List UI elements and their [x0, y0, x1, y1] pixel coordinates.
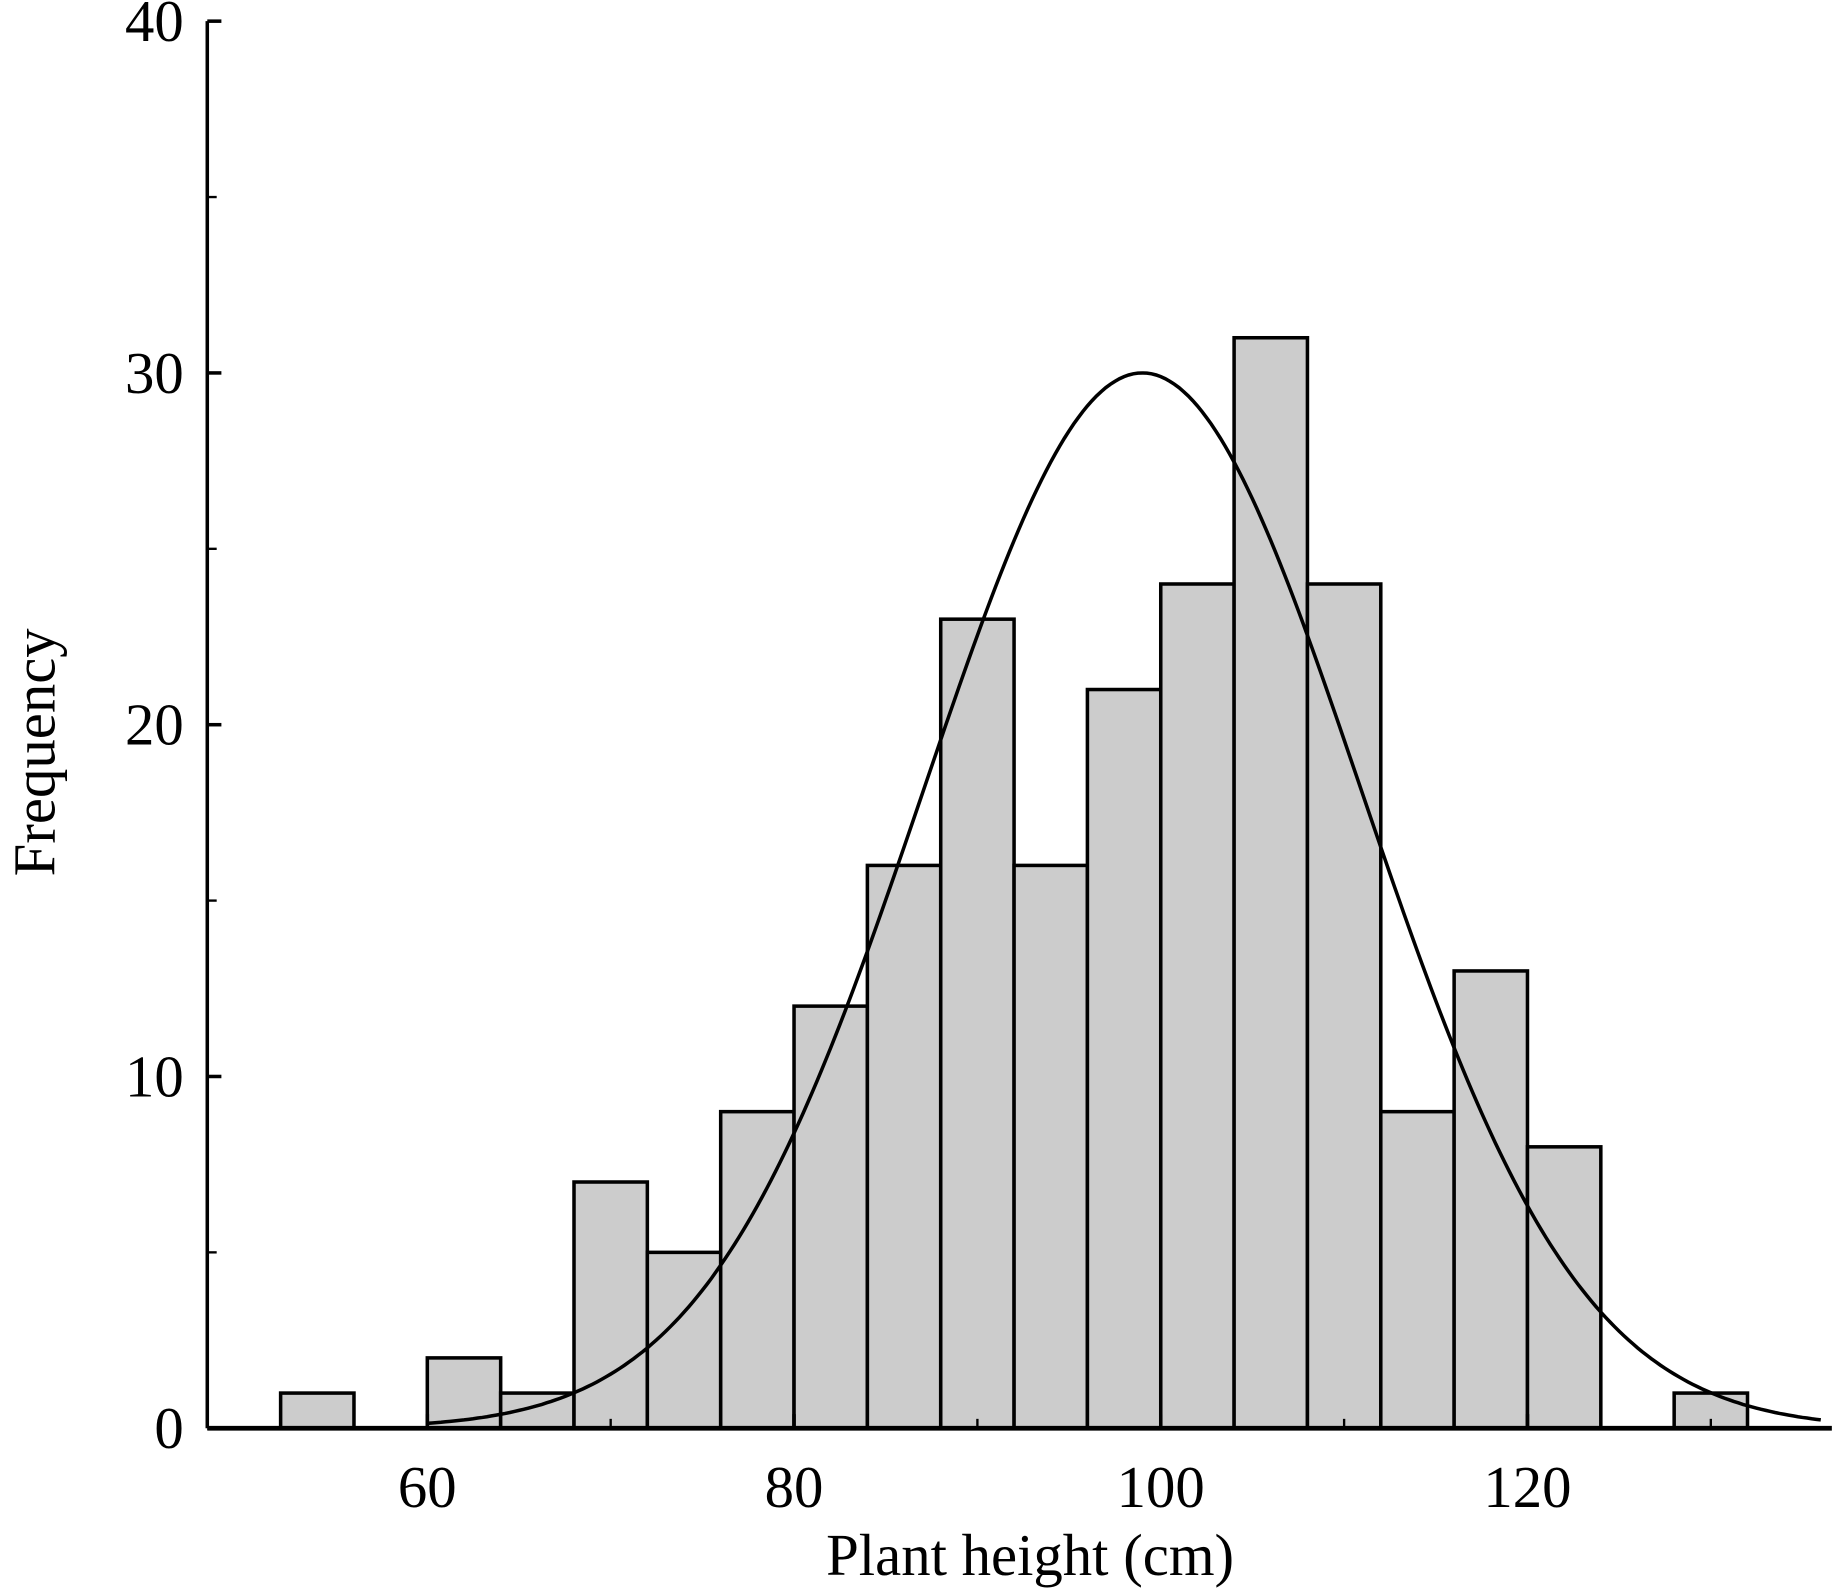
bars-group — [278, 335, 1750, 1431]
y-axis-label: Frequency — [2, 628, 67, 877]
histogram-bar — [1232, 335, 1310, 1431]
y-tick-label: 0 — [154, 1396, 183, 1461]
x-tick-label: 120 — [1483, 1455, 1571, 1520]
normal-fit-curve — [427, 371, 1822, 1426]
histogram-bar — [865, 863, 943, 1431]
histogram-bar — [572, 1180, 650, 1431]
histogram-bar — [1085, 687, 1163, 1431]
axes-group: 0 10 20 30 40 60 80 100 120 — [125, 0, 1832, 1520]
histogram-bar — [278, 1391, 356, 1431]
histogram-bar — [1525, 1145, 1603, 1431]
y-tick-label: 40 — [125, 0, 184, 54]
x-tick-label: 80 — [765, 1455, 824, 1520]
histogram-bar — [1452, 969, 1530, 1431]
histogram-bar — [1158, 582, 1236, 1431]
y-tick-label: 10 — [125, 1044, 184, 1109]
histogram-bar — [938, 617, 1016, 1431]
y-tick-label: 20 — [125, 693, 184, 758]
histogram-bar — [1012, 863, 1090, 1431]
histogram-bar — [1379, 1109, 1456, 1431]
x-tick-label: 60 — [398, 1455, 457, 1520]
x-tick-label: 100 — [1117, 1455, 1205, 1520]
y-tick-label: 30 — [125, 341, 184, 406]
x-axis-label: Plant height (cm) — [826, 1523, 1234, 1588]
histogram-bar — [1305, 582, 1383, 1431]
histogram-bar — [792, 1004, 870, 1431]
